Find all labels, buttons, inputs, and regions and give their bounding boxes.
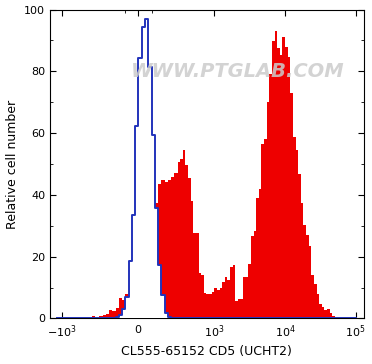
Text: WWW.PTGLAB.COM: WWW.PTGLAB.COM <box>131 62 345 81</box>
Y-axis label: Relative cell number: Relative cell number <box>6 99 19 229</box>
X-axis label: CL555-65152 CD5 (UCHT2): CL555-65152 CD5 (UCHT2) <box>121 345 292 359</box>
